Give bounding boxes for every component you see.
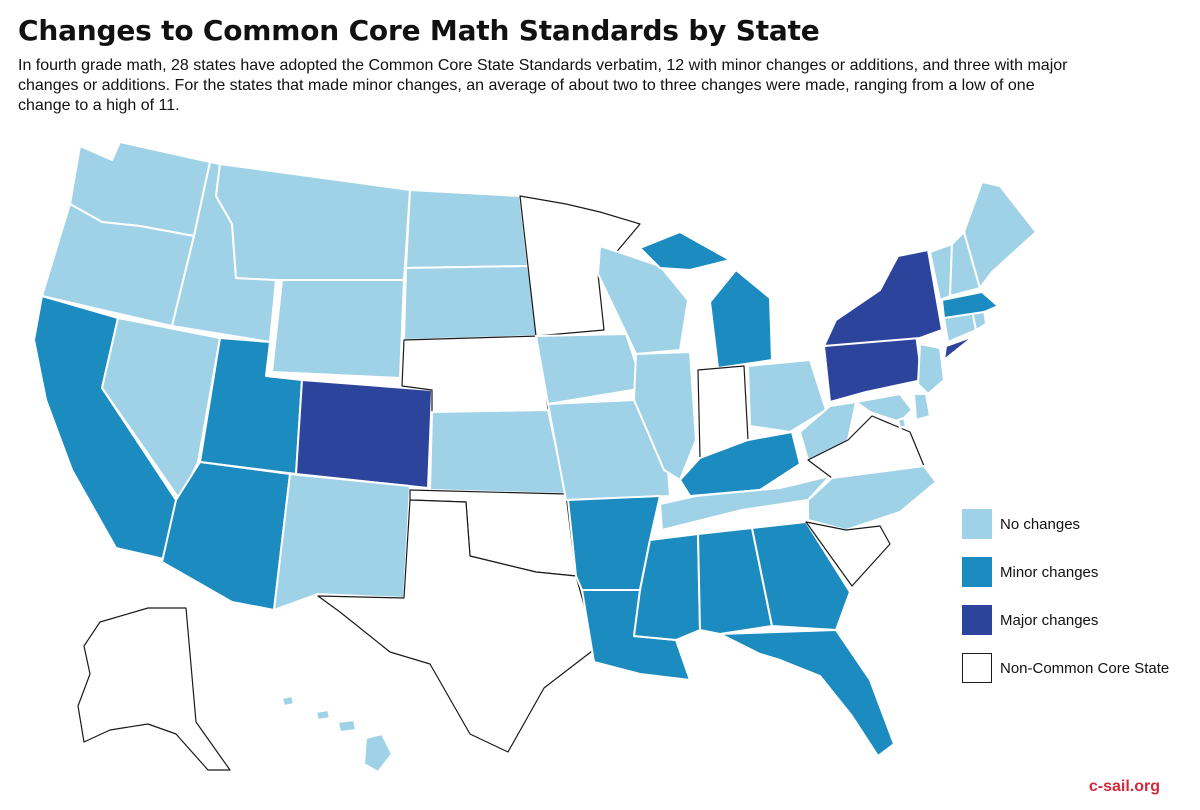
state-maryland[interactable]	[855, 393, 913, 423]
state-delaware[interactable]	[913, 393, 931, 421]
source-link[interactable]: c-sail.org	[1088, 778, 1160, 795]
state-iowa[interactable]	[535, 333, 645, 405]
state-hawaii[interactable]	[281, 695, 393, 773]
map-legend: No changes Minor changes Major changes N…	[962, 500, 1169, 692]
legend-swatch-minor-changes	[962, 557, 992, 587]
state-massachusetts[interactable]	[941, 291, 999, 319]
state-colorado[interactable]	[295, 379, 433, 489]
legend-swatch-no-changes	[962, 509, 992, 539]
subtitle: In fourth grade math, 28 states have ado…	[18, 57, 1068, 114]
state-south-dakota[interactable]	[403, 265, 541, 341]
state-north-dakota[interactable]	[405, 189, 529, 269]
state-maine[interactable]	[963, 181, 1037, 289]
state-montana[interactable]	[215, 163, 411, 281]
state-georgia[interactable]	[751, 521, 851, 631]
legend-item-no-changes: No changes	[962, 500, 1169, 548]
legend-label-minor-changes: Minor changes	[1000, 563, 1099, 581]
state-michigan[interactable]	[639, 231, 773, 369]
legend-item-non-common-core: Non-Common Core State	[962, 644, 1169, 692]
state-ohio[interactable]	[747, 359, 827, 433]
state-wyoming[interactable]	[271, 279, 405, 379]
state-new-mexico[interactable]	[273, 473, 411, 611]
legend-swatch-non-common-core	[962, 653, 992, 683]
legend-label-no-changes: No changes	[1000, 515, 1081, 533]
legend-swatch-major-changes	[962, 605, 992, 635]
state-alabama[interactable]	[697, 527, 773, 635]
state-north-carolina[interactable]	[807, 465, 937, 531]
state-new-york[interactable]	[823, 249, 975, 361]
state-new-jersey[interactable]	[917, 343, 945, 395]
legend-label-major-changes: Major changes	[1000, 611, 1099, 629]
page-title: Changes to Common Core Math Standards by…	[18, 14, 820, 47]
legend-label-non-common-core: Non-Common Core State	[1000, 659, 1170, 677]
state-south-carolina[interactable]	[805, 521, 891, 587]
legend-item-minor-changes: Minor changes	[962, 548, 1169, 596]
state-alaska[interactable]	[77, 607, 231, 771]
state-missouri[interactable]	[547, 399, 671, 501]
state-florida[interactable]	[719, 629, 895, 757]
state-texas[interactable]	[317, 499, 597, 753]
state-district-of-columbia[interactable]	[897, 417, 907, 429]
legend-item-major-changes: Major changes	[962, 596, 1169, 644]
state-tennessee[interactable]	[659, 475, 831, 531]
state-kansas[interactable]	[429, 409, 567, 495]
